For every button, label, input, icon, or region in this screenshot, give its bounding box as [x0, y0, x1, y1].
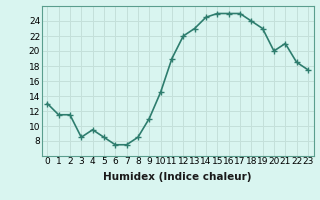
X-axis label: Humidex (Indice chaleur): Humidex (Indice chaleur) [103, 172, 252, 182]
